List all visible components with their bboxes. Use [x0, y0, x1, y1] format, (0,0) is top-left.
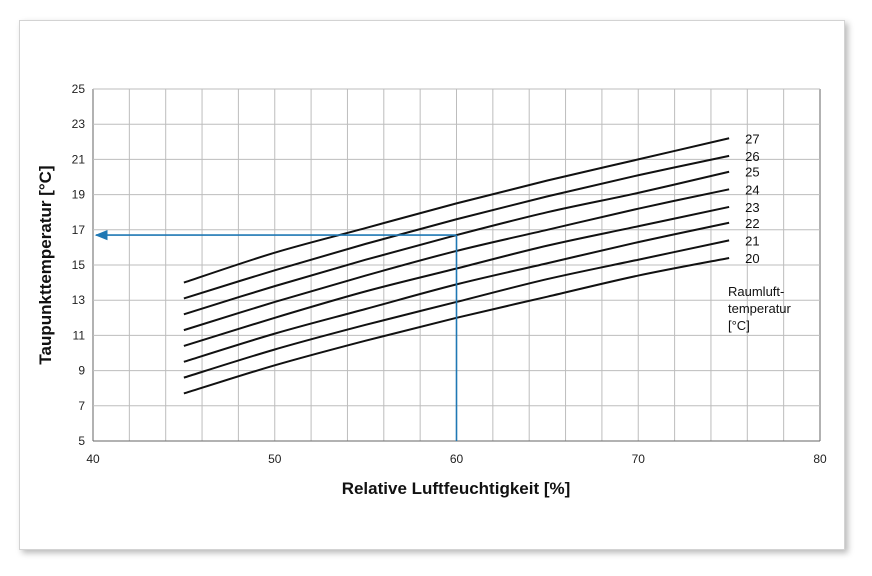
y-axis-title: Taupunkttemperatur [°C] — [36, 165, 55, 364]
y-tick-label: 25 — [72, 82, 86, 96]
y-tick-label: 7 — [78, 399, 85, 413]
y-tick-label: 17 — [72, 223, 86, 237]
x-tick-label: 80 — [813, 452, 827, 466]
example-lookup — [94, 229, 458, 441]
legend-title-line: Raumluft- — [728, 284, 784, 299]
y-tick-label: 9 — [78, 364, 85, 378]
y-tick-label: 19 — [72, 188, 86, 202]
chart-frame — [19, 20, 845, 550]
x-tick-label: 60 — [450, 452, 464, 466]
series-label: 27 — [745, 131, 759, 146]
y-tick-label: 5 — [78, 434, 85, 448]
x-tick-label: 50 — [268, 452, 282, 466]
legend-title-line: [°C] — [728, 318, 750, 333]
legend-title: Raumluft-temperatur [°C] — [728, 284, 792, 333]
series-label: 24 — [745, 182, 759, 197]
series-label: 25 — [745, 165, 759, 180]
series-label: 21 — [745, 233, 759, 248]
series-line-26 — [183, 154, 730, 300]
series-line-27 — [183, 137, 730, 284]
legend-title-line: temperatur — [728, 301, 792, 316]
tick-labels: 40 50 60 70 80 5 7 9 11 13 15 17 19 21 23 25 — [72, 82, 827, 466]
y-tick-label: 11 — [73, 328, 86, 342]
series-label: 20 — [745, 251, 759, 266]
y-tick-label: 13 — [72, 293, 86, 307]
series-label: 23 — [745, 200, 759, 215]
x-tick-label: 40 — [86, 452, 100, 466]
x-tick-label: 70 — [632, 452, 646, 466]
series-label: 26 — [745, 149, 759, 164]
y-tick-label: 23 — [72, 117, 86, 131]
y-tick-label: 21 — [72, 152, 86, 166]
y-tick-label: 15 — [72, 258, 86, 272]
series-label: 22 — [745, 216, 759, 231]
x-axis-title: Relative Luftfeuchtigkeit [%] — [342, 479, 571, 498]
